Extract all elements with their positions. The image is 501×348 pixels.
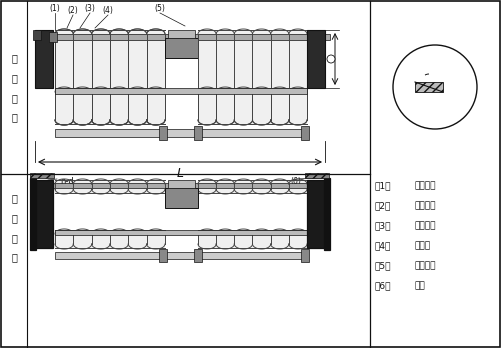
Bar <box>415 82 443 92</box>
Bar <box>305 173 329 178</box>
Text: (6): (6) <box>290 177 301 186</box>
Circle shape <box>327 55 335 63</box>
Bar <box>194 249 202 262</box>
Bar <box>55 129 307 137</box>
Bar <box>49 32 57 42</box>
Text: (3): (3) <box>85 4 95 13</box>
Bar <box>307 30 325 88</box>
Text: (1): (1) <box>50 4 61 13</box>
Bar <box>159 249 167 262</box>
Text: （3）: （3） <box>375 221 391 230</box>
Text: （2）: （2） <box>375 201 391 211</box>
Bar <box>307 180 325 248</box>
Text: (4): (4) <box>103 6 113 15</box>
Text: 运输拉杆: 运输拉杆 <box>415 221 436 230</box>
Bar <box>168 30 195 38</box>
Text: L: L <box>176 167 183 180</box>
Bar <box>55 88 165 124</box>
Bar <box>301 126 309 140</box>
Text: S: S <box>425 101 433 111</box>
Text: (5): (5) <box>155 4 165 13</box>
Bar <box>159 126 167 140</box>
Bar <box>194 126 202 140</box>
Text: (2): (2) <box>68 6 78 15</box>
Text: 中间接管: 中间接管 <box>415 261 436 270</box>
Bar <box>55 230 307 235</box>
Text: 30°: 30° <box>439 69 454 78</box>
Bar <box>55 88 307 94</box>
Text: （5）: （5） <box>375 261 391 270</box>
Bar <box>165 38 198 58</box>
Bar <box>30 173 54 178</box>
Text: n-d: n-d <box>60 177 74 186</box>
Bar <box>168 180 195 188</box>
Text: 工作接管: 工作接管 <box>415 182 436 190</box>
Bar <box>165 188 198 208</box>
Text: （6）: （6） <box>375 282 391 291</box>
Bar <box>55 180 165 193</box>
Text: （1）: （1） <box>375 182 391 190</box>
Bar <box>198 88 307 124</box>
Bar <box>55 30 165 124</box>
Bar <box>53 34 330 40</box>
Text: 波纹管: 波纹管 <box>415 242 431 251</box>
Circle shape <box>393 45 477 129</box>
Text: 法兰: 法兰 <box>415 282 426 291</box>
Text: 运输耳板: 运输耳板 <box>415 201 436 211</box>
Text: 接
管
连
接: 接 管 连 接 <box>11 193 17 262</box>
Bar <box>33 30 41 40</box>
Text: （4）: （4） <box>375 242 391 251</box>
Bar <box>55 230 165 248</box>
Bar <box>198 180 307 193</box>
Bar <box>53 183 307 188</box>
Bar <box>301 249 309 262</box>
Bar <box>198 230 307 248</box>
Bar <box>55 252 307 259</box>
Bar <box>324 178 330 250</box>
Bar <box>198 30 307 124</box>
Text: 法
兰
连
接: 法 兰 连 接 <box>11 54 17 122</box>
Bar <box>30 178 36 250</box>
Bar <box>35 30 53 88</box>
Bar <box>35 180 53 248</box>
